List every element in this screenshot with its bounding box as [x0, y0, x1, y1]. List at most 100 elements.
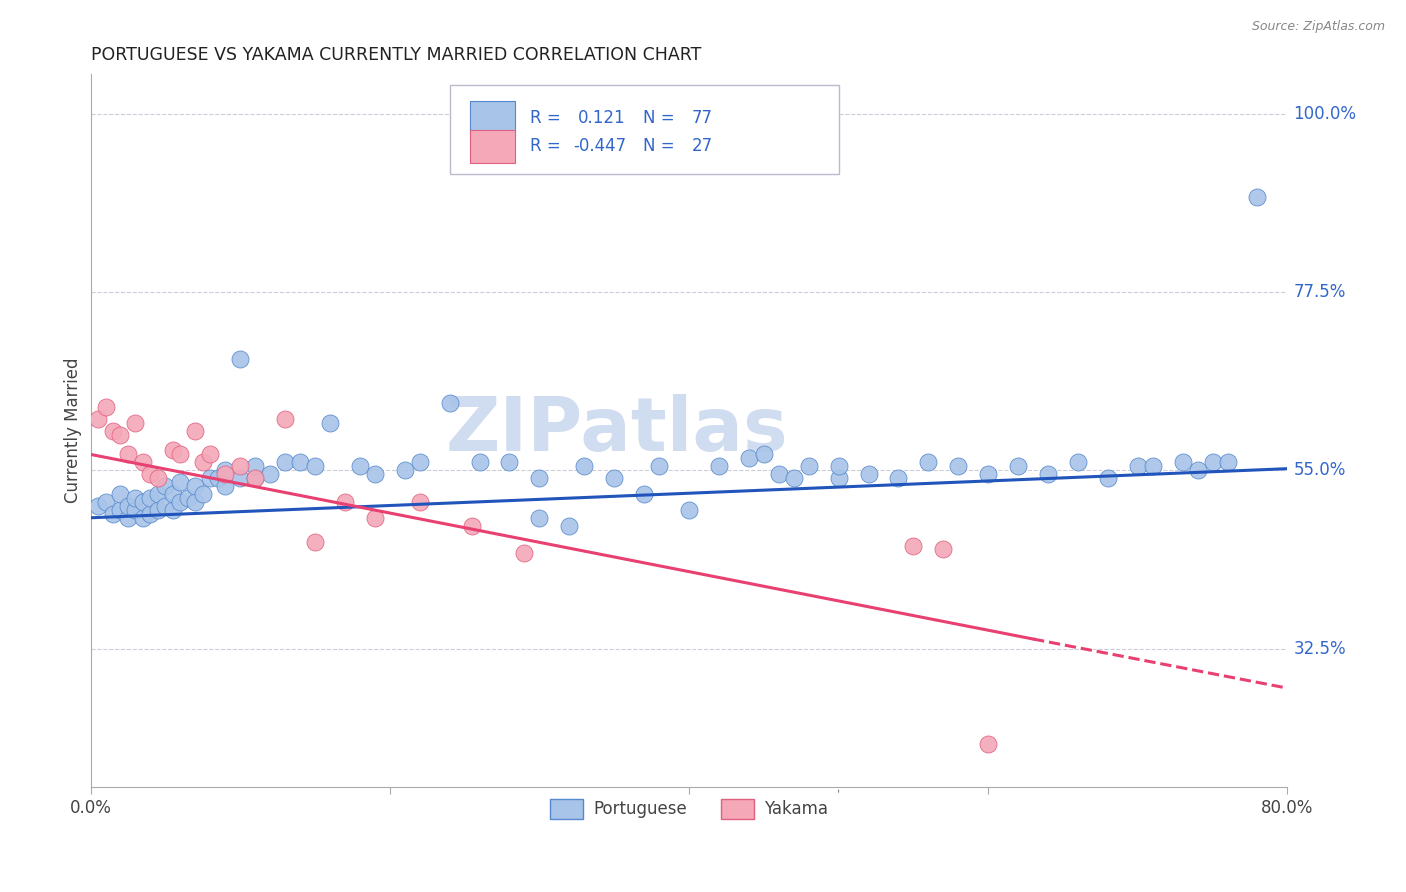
Point	[394, 463, 416, 477]
Point	[678, 503, 700, 517]
Point	[903, 539, 925, 553]
Point	[87, 499, 110, 513]
Point	[229, 471, 252, 485]
FancyBboxPatch shape	[470, 129, 516, 163]
Point	[707, 459, 730, 474]
Point	[94, 495, 117, 509]
Point	[169, 447, 191, 461]
Text: N =: N =	[644, 109, 675, 127]
Text: Source: ZipAtlas.com: Source: ZipAtlas.com	[1251, 20, 1385, 33]
Point	[177, 491, 200, 505]
Point	[827, 459, 849, 474]
Point	[1187, 463, 1209, 477]
Point	[191, 455, 214, 469]
Point	[1126, 459, 1149, 474]
Point	[243, 471, 266, 485]
Point	[169, 495, 191, 509]
Point	[977, 737, 1000, 751]
Point	[349, 459, 371, 474]
Text: N =: N =	[644, 137, 675, 155]
Text: 100.0%: 100.0%	[1294, 104, 1357, 123]
Point	[191, 487, 214, 501]
Point	[738, 451, 761, 466]
Point	[110, 427, 132, 442]
Point	[333, 495, 356, 509]
Point	[574, 459, 596, 474]
Point	[94, 400, 117, 414]
Point	[184, 479, 207, 493]
FancyBboxPatch shape	[470, 101, 516, 135]
Point	[364, 510, 387, 524]
Point	[207, 471, 229, 485]
Point	[558, 518, 581, 533]
Point	[1007, 459, 1029, 474]
Point	[200, 471, 222, 485]
Point	[513, 546, 536, 560]
Text: -0.447: -0.447	[572, 137, 626, 155]
Point	[1097, 471, 1119, 485]
Point	[461, 518, 484, 533]
Point	[887, 471, 910, 485]
Legend: Portuguese, Yakama: Portuguese, Yakama	[544, 793, 835, 825]
Point	[132, 495, 155, 509]
Point	[214, 463, 236, 477]
Point	[917, 455, 939, 469]
Point	[408, 495, 430, 509]
Point	[797, 459, 820, 474]
Point	[827, 471, 849, 485]
Point	[162, 443, 184, 458]
Point	[110, 487, 132, 501]
Point	[304, 459, 326, 474]
Point	[1067, 455, 1090, 469]
Point	[243, 459, 266, 474]
Point	[124, 503, 146, 517]
Point	[229, 352, 252, 367]
Text: 32.5%: 32.5%	[1294, 640, 1346, 657]
Point	[1216, 455, 1239, 469]
Point	[932, 542, 955, 557]
Point	[1171, 455, 1194, 469]
Point	[155, 479, 177, 493]
FancyBboxPatch shape	[450, 85, 838, 174]
Point	[633, 487, 655, 501]
Point	[132, 510, 155, 524]
Text: 77: 77	[692, 109, 713, 127]
Point	[184, 424, 207, 438]
Point	[274, 455, 297, 469]
Point	[274, 411, 297, 425]
Point	[200, 447, 222, 461]
Point	[408, 455, 430, 469]
Point	[184, 495, 207, 509]
Point	[977, 467, 1000, 482]
Point	[243, 471, 266, 485]
Point	[214, 479, 236, 493]
Text: 0.121: 0.121	[578, 109, 626, 127]
Point	[117, 447, 139, 461]
Point	[858, 467, 880, 482]
Point	[229, 459, 252, 474]
Point	[603, 471, 626, 485]
Point	[155, 499, 177, 513]
Point	[132, 455, 155, 469]
Point	[1246, 190, 1268, 204]
Point	[162, 503, 184, 517]
Point	[139, 507, 162, 521]
Point	[529, 510, 551, 524]
Point	[146, 471, 169, 485]
Point	[783, 471, 806, 485]
Point	[101, 507, 124, 521]
Point	[117, 510, 139, 524]
Text: R =: R =	[530, 109, 561, 127]
Point	[319, 416, 342, 430]
Point	[439, 396, 461, 410]
Text: 55.0%: 55.0%	[1294, 461, 1346, 479]
Point	[139, 467, 162, 482]
Point	[529, 471, 551, 485]
Point	[139, 491, 162, 505]
Point	[1036, 467, 1059, 482]
Text: ZIPatlas: ZIPatlas	[446, 394, 789, 467]
Text: 77.5%: 77.5%	[1294, 283, 1346, 301]
Point	[124, 416, 146, 430]
Point	[101, 424, 124, 438]
Point	[288, 455, 311, 469]
